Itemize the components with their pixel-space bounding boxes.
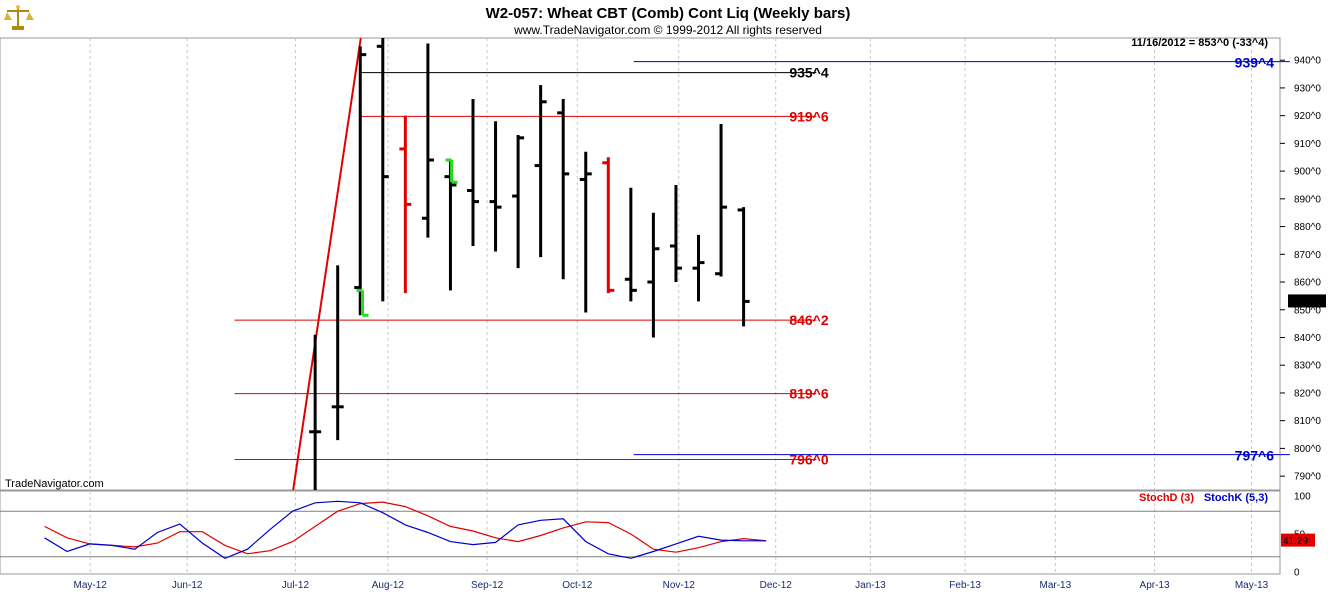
level-label: 919^6 [789, 108, 829, 124]
chart-title: W2-057: Wheat CBT (Comb) Cont Liq (Weekl… [486, 5, 851, 22]
ohlc-bar [356, 288, 369, 317]
ohlc-bar [354, 46, 367, 316]
stochastic-panel-frame [0, 490, 1281, 575]
price-tick-label: 790^0 [1294, 472, 1321, 483]
legend-stochd: StochD (3) [1139, 492, 1194, 504]
price-tick-label: 900^0 [1294, 167, 1321, 178]
month-tick-label: Feb-13 [949, 580, 981, 591]
levels: 935^4 919^6 846^2 819^6 796^0 939^4 797^6 [234, 55, 1290, 467]
stochk-line [44, 500, 767, 559]
watermark-text: TradeNavigator.com [5, 478, 104, 490]
stoch-tick-label: 0 [1294, 568, 1300, 579]
price-tick-label: 870^0 [1294, 250, 1321, 261]
ohlc-bar [512, 135, 525, 269]
ohlc-bar [602, 157, 615, 294]
last-price-label: 853^0 [1290, 297, 1317, 308]
price-tick-label: 800^0 [1294, 444, 1321, 455]
month-tick-label: Oct-12 [562, 580, 592, 591]
price-tick-label: 930^0 [1294, 83, 1321, 94]
stoch-tick-label: 100 [1294, 492, 1311, 503]
month-axis: May-12 Jun-12 Jul-12 Aug-12 Sep-12 Oct-12 Nov-… [74, 580, 1269, 591]
ohlc-bar [309, 334, 322, 490]
ohlc-bar [715, 123, 728, 277]
ohlc-bar [624, 187, 637, 302]
legend-stochk: StochK (5,3) [1204, 492, 1269, 504]
trendline [292, 37, 362, 491]
month-tick-label: Jan-13 [855, 580, 886, 591]
month-tick-label: Aug-12 [372, 580, 405, 591]
price-tick-label: 810^0 [1294, 416, 1321, 427]
trendline-layer [292, 37, 362, 491]
ohlc-bar [647, 212, 660, 338]
ohlc-bar [692, 234, 705, 302]
price-tick-label: 910^0 [1294, 139, 1321, 150]
ohlc-bar [445, 158, 458, 184]
month-tick-label: Dec-12 [760, 580, 793, 591]
price-tick-label: 940^0 [1294, 56, 1321, 67]
month-tick-label: Sep-12 [471, 580, 504, 591]
price-tick-label: 830^0 [1294, 361, 1321, 372]
ohlc-bar [467, 99, 479, 246]
copyright-text: www.TradeNavigator.com © 1999-2012 All r… [513, 23, 822, 37]
price-axis: 940^0 930^0 920^0 910^0 900^0 890^0 880^0 870^0… [1280, 56, 1326, 483]
ohlc-bar [669, 184, 682, 283]
month-tick-label: May-13 [1235, 580, 1269, 591]
ohlc-bars [309, 38, 750, 490]
price-tick-label: 860^0 [1294, 278, 1321, 289]
price-tick-label: 850^0 [1294, 305, 1321, 316]
scales-icon [4, 5, 34, 30]
price-tick-label: 890^0 [1294, 194, 1321, 205]
month-tick-label: Apr-13 [1140, 580, 1170, 591]
ohlc-bar [331, 265, 344, 441]
level-label: 796^0 [789, 451, 829, 467]
level-label: 935^4 [789, 65, 829, 81]
month-tick-label: Jul-12 [282, 580, 310, 591]
month-tick-label: Nov-12 [663, 580, 696, 591]
ohlc-bar [376, 38, 389, 302]
level-label: 939^4 [1235, 55, 1275, 71]
month-tick-label: May-12 [74, 580, 108, 591]
last-price-box [1288, 294, 1326, 308]
level-label: 846^2 [789, 312, 829, 328]
ohlc-bar [399, 115, 412, 294]
status-readout: 11/16/2012 = 853^0 (-33^4) [1131, 37, 1268, 49]
month-grid [89, 38, 1253, 574]
ohlc-bar [737, 207, 750, 327]
stoch-last-label: 41.29 [1283, 536, 1308, 547]
level-label: 797^6 [1235, 448, 1275, 464]
stochastic-plot: 10050041.29 [0, 492, 1315, 579]
month-tick-label: Jun-12 [172, 580, 203, 591]
month-tick-label: Mar-13 [1039, 580, 1071, 591]
ohlc-bar [579, 151, 592, 313]
price-panel-frame [0, 37, 1281, 491]
price-tick-label: 820^0 [1294, 388, 1321, 399]
ohlc-bar [534, 85, 547, 258]
price-tick-label: 920^0 [1294, 111, 1321, 122]
stochd-line [44, 501, 767, 555]
ohlc-bar [421, 43, 434, 238]
price-tick-label: 880^0 [1294, 222, 1321, 233]
level-label: 819^6 [789, 386, 829, 402]
ohlc-bar [557, 99, 570, 280]
ohlc-bar [489, 121, 502, 252]
stoch-last-box [1281, 533, 1315, 547]
price-tick-label: 840^0 [1294, 333, 1321, 344]
